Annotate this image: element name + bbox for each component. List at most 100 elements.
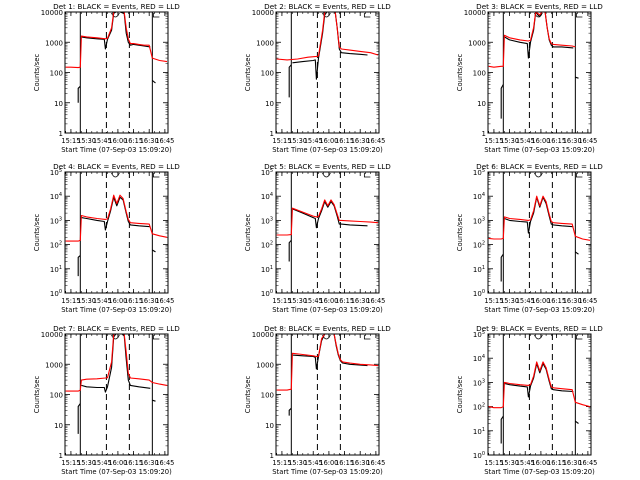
series-events-line xyxy=(288,239,292,262)
series-events-line xyxy=(292,201,368,229)
panel-title: Det 5: BLACK = Events, RED = LLD xyxy=(264,162,391,171)
panel-title: Det 3: BLACK = Events, RED = LLD xyxy=(476,2,603,11)
x-tick-label: 16:30 xyxy=(563,459,582,467)
series-events-line xyxy=(500,253,504,282)
series-lld-line xyxy=(488,195,591,241)
x-tick-label: 16:15 xyxy=(335,137,354,145)
panel-title: Det 4: BLACK = Events, RED = LLD xyxy=(53,162,180,171)
y-tick-label: 102 xyxy=(261,241,273,250)
x-tick-label: 16:30 xyxy=(351,459,370,467)
x-tick-label: 16:30 xyxy=(563,137,582,145)
y-tick-label: 1 xyxy=(270,130,274,138)
panel-det-3: Det 3: BLACK = Events, RED = LLD15:1515:… xyxy=(456,2,603,154)
x-tick-label: 16:45 xyxy=(155,297,174,305)
plot-frame xyxy=(275,333,380,456)
x-tick-label: 15:15 xyxy=(272,297,291,305)
x-tick-label: 15:30 xyxy=(288,459,307,467)
x-tick-label: 16:15 xyxy=(124,137,143,145)
series-events-line xyxy=(81,333,151,393)
y-axis-label: Counts/sec xyxy=(456,214,464,252)
panel-det-1: Det 1: BLACK = Events, RED = LLD15:1515:… xyxy=(33,2,180,154)
series-events-line xyxy=(504,363,574,398)
panel-title: Det 1: BLACK = Events, RED = LLD xyxy=(53,2,180,11)
y-tick-label: 104 xyxy=(261,192,273,201)
x-tick-label: 15:45 xyxy=(93,137,112,145)
series-lld-line xyxy=(65,194,168,242)
x-tick-label: 16:45 xyxy=(366,297,385,305)
x-tick-label: 15:15 xyxy=(484,459,503,467)
marker-corner xyxy=(363,173,371,178)
panel-title: Det 8: BLACK = Events, RED = LLD xyxy=(264,324,391,333)
x-tick-label: 16:45 xyxy=(578,137,597,145)
panel-title: Det 9: BLACK = Events, RED = LLD xyxy=(476,324,603,333)
marker-corner xyxy=(363,335,371,340)
y-tick-label: 1 xyxy=(59,452,63,460)
x-axis-label: Start Time (07-Sep-03 15:09:20) xyxy=(272,468,383,476)
x-tick-label: 15:15 xyxy=(484,297,503,305)
y-tick-label: 102 xyxy=(473,403,485,412)
series-lld-line xyxy=(276,199,379,236)
y-tick-label: 10000 xyxy=(41,331,63,339)
x-tick-label: 16:00 xyxy=(108,137,127,145)
panel-det-9: Det 9: BLACK = Events, RED = LLD 15:1515:… xyxy=(456,324,603,476)
marker-arc xyxy=(111,172,120,178)
x-tick-label: 15:30 xyxy=(77,297,96,305)
x-tick-label: 15:30 xyxy=(500,137,519,145)
y-tick-label: 10000 xyxy=(41,9,63,17)
plot-frame xyxy=(64,11,169,134)
marker-arc xyxy=(322,12,331,18)
y-tick-label: 105 xyxy=(473,168,485,177)
y-tick-label: 101 xyxy=(261,265,273,274)
panel-title: Det 6: BLACK = Events, RED = LLD xyxy=(476,162,603,171)
y-axis-label: Counts/sec xyxy=(456,376,464,414)
y-tick-label: 103 xyxy=(473,378,485,387)
y-tick-label: 103 xyxy=(261,216,273,225)
x-tick-label: 15:15 xyxy=(484,137,503,145)
y-tick-label: 104 xyxy=(473,192,485,201)
x-tick-label: 15:45 xyxy=(516,137,535,145)
y-tick-label: 103 xyxy=(50,216,62,225)
x-tick-label: 16:15 xyxy=(547,459,566,467)
series-events-line xyxy=(288,64,292,98)
x-tick-label: 15:45 xyxy=(516,297,535,305)
x-tick-label: 15:30 xyxy=(500,459,519,467)
x-tick-label: 15:30 xyxy=(77,459,96,467)
series-events-line xyxy=(574,420,579,424)
series-events-line xyxy=(81,196,151,231)
x-axis-label: Start Time (07-Sep-03 15:09:20) xyxy=(272,146,383,154)
marker-corner xyxy=(575,335,583,340)
y-axis-label: Counts/sec xyxy=(33,214,41,252)
series-events-line xyxy=(500,84,504,119)
series-events-line xyxy=(81,11,151,50)
y-tick-label: 104 xyxy=(473,354,485,363)
y-tick-label: 10 xyxy=(54,422,63,430)
x-axis-label: Start Time (07-Sep-03 15:09:20) xyxy=(484,306,595,314)
plot-frame xyxy=(487,333,592,456)
series-events-line xyxy=(77,403,81,434)
x-axis-label: Start Time (07-Sep-03 15:09:20) xyxy=(61,306,172,314)
plot-frame xyxy=(487,11,592,134)
plot-frame xyxy=(64,333,169,456)
x-tick-label: 15:45 xyxy=(93,297,112,305)
x-tick-label: 16:00 xyxy=(531,137,550,145)
x-tick-label: 16:00 xyxy=(319,297,338,305)
marker-corner xyxy=(575,13,583,18)
y-tick-label: 103 xyxy=(473,216,485,225)
marker-arc xyxy=(534,172,543,178)
x-tick-label: 16:30 xyxy=(140,459,159,467)
y-tick-label: 100 xyxy=(261,70,274,78)
plot-frame xyxy=(275,171,380,294)
panel-det-8: Det 8: BLACK = Events, RED = LLD15:1515:… xyxy=(244,324,391,476)
series-events-line xyxy=(504,11,574,59)
x-tick-label: 15:30 xyxy=(288,297,307,305)
marker-corner xyxy=(152,173,160,178)
x-tick-label: 16:30 xyxy=(140,297,159,305)
x-axis-label: Start Time (07-Sep-03 15:09:20) xyxy=(61,146,172,154)
y-tick-label: 100 xyxy=(50,70,63,78)
y-tick-label: 100 xyxy=(473,70,486,78)
x-tick-label: 16:45 xyxy=(366,137,385,145)
y-tick-label: 1 xyxy=(482,130,486,138)
marker-arc xyxy=(111,334,120,340)
x-axis-label: Start Time (07-Sep-03 15:09:20) xyxy=(484,468,595,476)
plot-frame xyxy=(64,171,169,294)
